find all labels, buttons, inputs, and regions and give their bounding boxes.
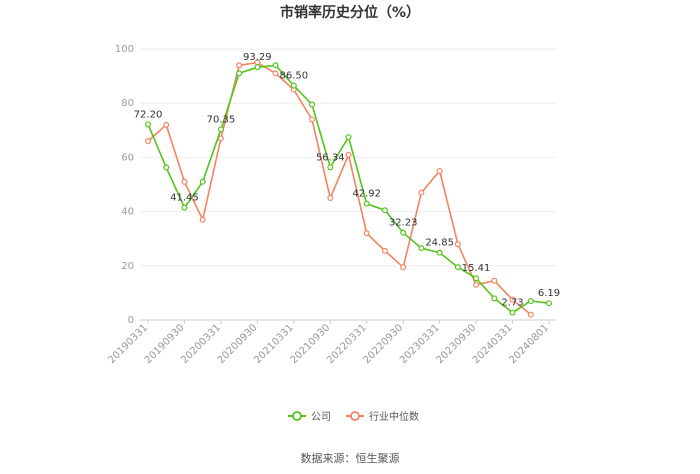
y-tick-label: 40	[121, 207, 134, 218]
y-tick-label: 20	[121, 261, 134, 272]
data-point	[363, 230, 370, 237]
data-point	[381, 207, 388, 214]
data-point	[400, 229, 407, 236]
data-point	[163, 164, 170, 171]
data-point	[181, 178, 188, 185]
legend[interactable]: 公司 行业中位数	[288, 410, 419, 423]
data-point	[181, 204, 188, 211]
data-point	[272, 62, 279, 69]
data-point	[272, 70, 279, 77]
data-point	[436, 249, 443, 256]
data-point	[473, 275, 480, 282]
data-point	[509, 309, 516, 316]
data-label: 6.19	[538, 288, 560, 299]
y-tick-label: 60	[121, 152, 134, 163]
data-label: 56.34	[316, 152, 345, 163]
y-tick-label: 0	[128, 315, 134, 326]
x-tick-label: 20240801	[507, 322, 551, 366]
data-point	[217, 135, 224, 142]
data-label: 42.92	[352, 189, 381, 200]
legend-marker	[350, 411, 360, 421]
data-point	[381, 247, 388, 254]
data-point	[545, 300, 552, 307]
data-label: 2.73	[501, 298, 523, 309]
series-line	[147, 64, 550, 314]
data-point	[236, 62, 243, 69]
chart-title: 市销率历史分位（%）	[280, 4, 420, 21]
data-point	[309, 101, 316, 108]
data-point	[527, 298, 534, 305]
data-point	[290, 82, 297, 89]
series-company: 72.20 41.45 70.35 93.29 86.50 56.34 42.92 32.23…	[134, 52, 560, 316]
data-point	[254, 64, 261, 71]
data-point	[400, 264, 407, 271]
grid	[140, 48, 557, 321]
data-label: 86.50	[279, 71, 308, 82]
data-point	[418, 189, 425, 196]
data-point	[473, 281, 480, 288]
data-point	[327, 164, 334, 171]
series-line	[147, 61, 532, 316]
data-point	[236, 70, 243, 77]
data-point	[491, 277, 498, 284]
data-point	[509, 296, 516, 303]
data-label: 72.20	[134, 109, 163, 120]
data-point	[454, 241, 461, 248]
data-point	[363, 200, 370, 207]
data-point	[327, 195, 334, 202]
data-point	[527, 311, 534, 318]
data-point	[145, 121, 152, 128]
data-label: 32.23	[389, 218, 418, 229]
data-label: 93.29	[243, 52, 272, 63]
legend-marker	[292, 411, 302, 421]
legend-label: 公司	[311, 412, 331, 423]
legend-label: 行业中位数	[369, 410, 419, 423]
data-point	[418, 245, 425, 252]
legend-item-company[interactable]: 公司	[288, 411, 331, 423]
data-point	[345, 151, 352, 158]
data-label: 41.45	[170, 193, 199, 204]
data-point	[199, 216, 206, 223]
x-axis: 2019033120190930202003312020093020210331…	[106, 320, 551, 366]
y-axis: 0 20 40 60 80 100	[115, 44, 134, 326]
data-label: 15.41	[462, 263, 491, 274]
data-point	[199, 178, 206, 185]
data-point	[436, 167, 443, 174]
legend-item-industry-median[interactable]: 行业中位数	[346, 410, 419, 423]
data-point	[145, 138, 152, 145]
data-point	[491, 295, 498, 302]
data-point	[309, 116, 316, 123]
data-point	[454, 264, 461, 271]
data-point	[163, 121, 170, 128]
source-note: 数据来源：恒生聚源	[301, 451, 400, 465]
y-tick-label: 80	[121, 98, 134, 109]
data-point	[345, 134, 352, 141]
data-point	[217, 126, 224, 133]
data-label: 24.85	[425, 238, 454, 249]
series-layer: 72.20 41.45 70.35 93.29 86.50 56.34 42.92 32.23…	[134, 52, 560, 318]
data-label: 70.35	[207, 114, 236, 125]
series-industry-median	[145, 59, 534, 318]
y-tick-label: 100	[115, 44, 134, 55]
